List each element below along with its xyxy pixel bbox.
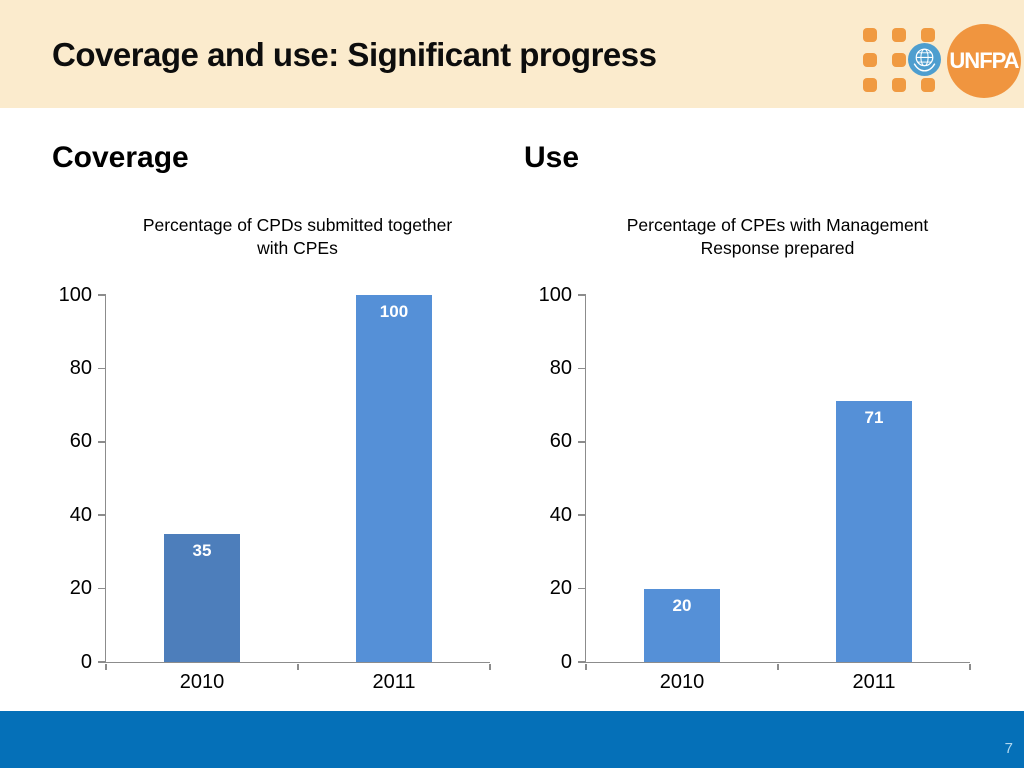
y-tick-label: 20 [549,577,572,600]
plot-area: 0 20 40 60 80 100 35 2010 100 2011 [59,284,491,693]
y-tick-mark [98,587,106,590]
chart-coverage: Percentage of CPDs submitted together wit… [40,212,495,712]
chart-title: Percentage of CPEs with Management Respon… [585,212,970,260]
y-tick-mark [578,294,586,296]
x-axis-tick [105,664,107,670]
logo-dot [892,78,906,92]
y-tick-label: 20 [69,577,92,600]
y-axis-tick: 60 [513,430,586,453]
y-tick-mark [578,367,586,370]
x-category-label: 2010 [659,671,705,693]
y-tick-mark [578,587,586,590]
x-axis-tick [297,664,299,670]
logo-dot [863,28,877,42]
logo-dot [892,53,906,67]
chart-use: Percentage of CPEs with Management Respon… [520,212,975,712]
x-axis-tick [777,664,779,670]
y-axis-tick: 40 [513,504,586,526]
y-axis-tick: 80 [33,357,106,379]
y-axis-tick: 40 [33,504,106,526]
y-tick-mark [98,294,106,296]
y-tick-mark [98,514,106,516]
y-tick-label: 60 [549,430,572,453]
x-axis-tick [489,664,491,670]
x-axis-tick [585,664,587,670]
x-category-label: 2011 [372,671,416,693]
y-tick-mark [578,441,586,443]
y-axis-tick: 100 [33,284,106,306]
page-number: 7 [1004,740,1013,757]
y-tick-mark [98,661,106,663]
slide-footer: 7 [0,711,1024,768]
plot-area: 0 20 40 60 80 100 20 2010 71 2011 [539,284,971,693]
chart-title-line: Response prepared [700,238,855,258]
y-axis-tick: 20 [33,577,106,600]
y-axis-tick: 20 [513,577,586,600]
y-tick-mark [578,661,586,663]
y-axis-tick: 60 [33,430,106,453]
y-axis-tick: 0 [513,651,586,673]
unfpa-logo-text: UNFPA [949,48,1019,73]
x-category-label: 2011 [852,671,896,693]
y-tick-label: 40 [549,503,572,526]
x-axis-tick [969,664,971,670]
chart-title-line: Percentage of CPDs submitted together [142,215,453,235]
bar-2011: 100 [355,295,433,662]
y-axis-tick: 100 [513,284,586,306]
chart-title-line: with CPEs [257,238,338,258]
y-tick-label: 40 [69,503,92,526]
bar-2010: 35 [163,533,241,662]
bar-2011: 71 [835,401,913,662]
logo-dot [892,28,906,42]
unfpa-logo: UNFPA [860,0,1024,108]
bar-value-label: 100 [379,302,409,321]
y-tick-label: 100 [58,283,92,306]
y-tick-mark [578,514,586,516]
section-heading-coverage: Coverage [52,141,189,174]
bar-2010: 20 [643,588,721,662]
logo-dot [921,78,935,92]
slide-header: Coverage and use: Significant progress [0,0,1024,108]
bar-value-label: 35 [192,540,212,560]
y-tick-label: 0 [80,650,92,673]
bar-value-label: 20 [672,595,692,615]
y-tick-label: 100 [538,283,572,306]
y-axis-tick: 0 [33,651,106,673]
chart-title-line: Percentage of CPEs with Management [626,215,929,235]
y-axis-tick: 80 [513,357,586,379]
y-tick-label: 0 [560,650,572,673]
y-tick-mark [98,367,106,370]
unfpa-dot-grid-icon [863,28,935,92]
section-heading-use: Use [524,141,580,174]
slide-title: Coverage and use: Significant progress [52,36,657,73]
y-tick-label: 80 [69,356,92,379]
y-tick-label: 80 [549,356,572,379]
logo-dot [921,28,935,42]
logo-dot [863,53,877,67]
y-tick-mark [98,441,106,443]
logo-dot [863,78,877,92]
chart-title: Percentage of CPDs submitted together wit… [105,212,490,260]
bar-value-label: 71 [864,408,884,428]
y-tick-label: 60 [69,430,92,453]
un-emblem-icon [908,43,941,76]
x-category-label: 2010 [179,671,225,693]
unfpa-circle-logo: UNFPA [947,24,1021,98]
